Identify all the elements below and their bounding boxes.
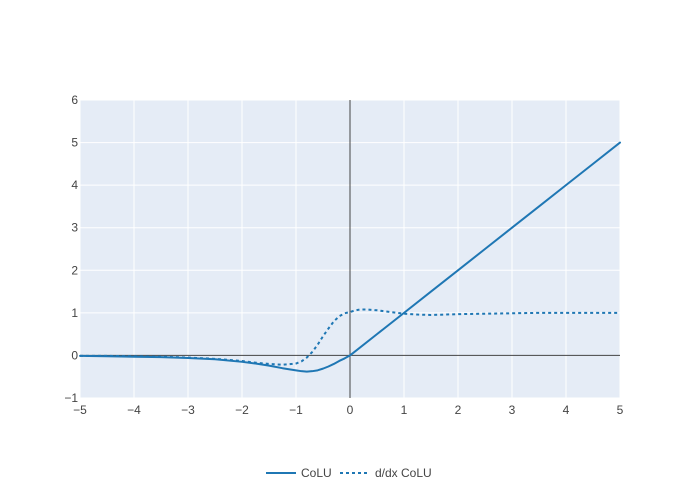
y-tick-label: −1	[64, 391, 78, 405]
legend: CoLU d/dx CoLU	[266, 466, 432, 480]
y-tick-label: 3	[71, 221, 78, 235]
x-tick-label: −3	[181, 403, 195, 417]
x-tick-label: 2	[455, 403, 462, 417]
x-tick-label: 0	[347, 403, 354, 417]
x-axis-ticks: −5 −4 −3 −2 −1 0 1 2 3 4 5	[73, 403, 624, 417]
x-tick-label: 5	[617, 403, 624, 417]
y-tick-label: 4	[71, 178, 78, 192]
x-tick-label: −5	[73, 403, 87, 417]
x-tick-label: −2	[235, 403, 249, 417]
legend-label-colu-derivative: d/dx CoLU	[375, 466, 432, 480]
series-line-colu-derivative	[80, 308, 620, 366]
y-tick-label: 1	[71, 306, 78, 320]
y-tick-label: 0	[71, 348, 78, 362]
series-line-colu	[79, 141, 621, 373]
legend-label-colu: CoLU	[301, 466, 332, 480]
x-tick-label: −1	[289, 403, 303, 417]
x-tick-label: −4	[127, 403, 141, 417]
x-tick-label: 4	[563, 403, 570, 417]
x-tick-label: 3	[509, 403, 516, 417]
series-lines	[79, 141, 621, 373]
y-tick-label: 6	[71, 93, 78, 107]
x-tick-label: 1	[401, 403, 408, 417]
y-tick-label: 5	[71, 136, 78, 150]
y-tick-label: 2	[71, 263, 78, 277]
y-axis-ticks: −1 0 1 2 3 4 5 6	[64, 93, 78, 405]
